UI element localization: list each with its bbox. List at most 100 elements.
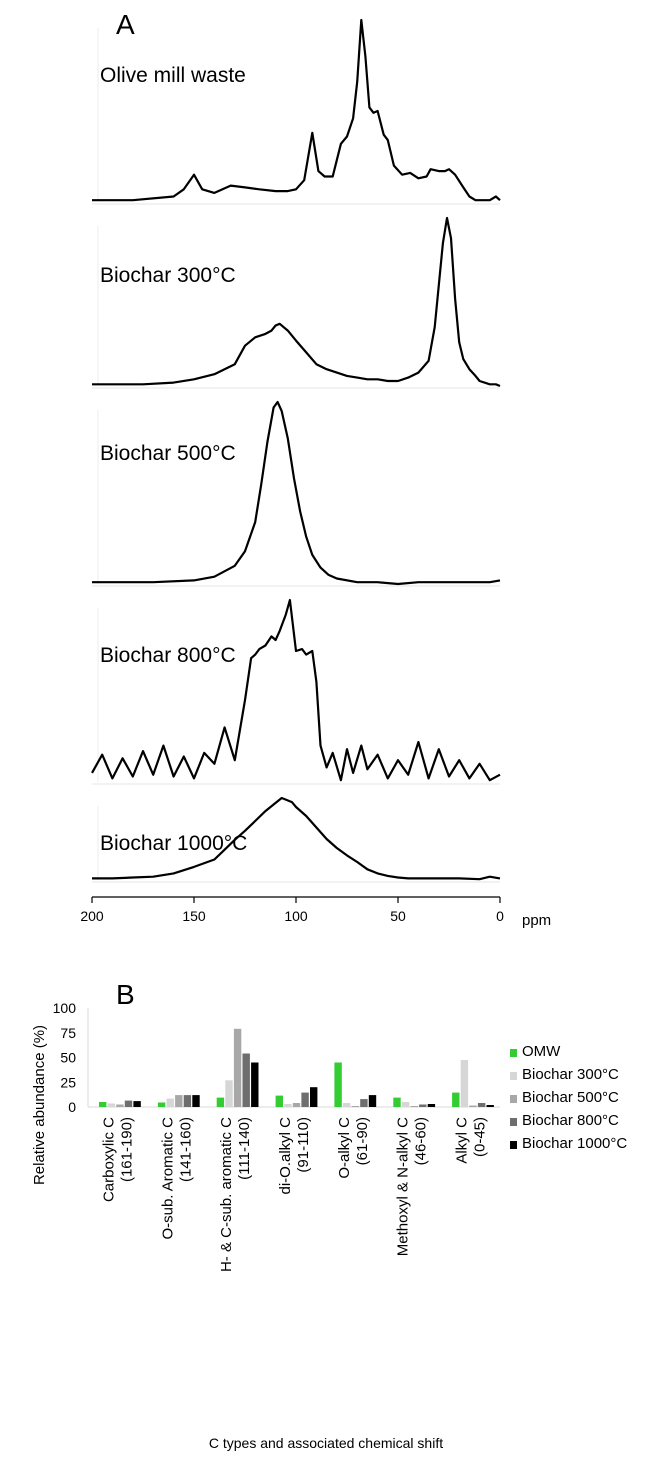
bar-biochar-500-c-carboxylic-c	[116, 1104, 124, 1107]
bar-biochar-800-c-alkyl-c	[477, 1103, 486, 1107]
bar-chart-axes: 0 25 50 75 100	[53, 1000, 500, 1115]
legend-item-omw: OMW	[510, 1043, 561, 1060]
legend-item-biochar-1000-c: Biochar 1000°C	[510, 1135, 627, 1152]
bar-biochar-500-c-alkyl-c	[469, 1105, 477, 1107]
panel-b-letter: B	[116, 979, 135, 1010]
spectrum-label-biochar-300-c: Biochar 300°C	[100, 264, 236, 287]
legend-swatch	[510, 1118, 517, 1126]
spectrum-biochar-300-c: Biochar 300°C	[92, 216, 501, 389]
y-tick-label-25: 25	[60, 1074, 76, 1090]
bar-omw-o-sub-aromatic-c	[157, 1102, 166, 1107]
bar-biochar-300-c-h-c-sub-aromatic-c	[225, 1080, 233, 1107]
category-labels: Carboxylic C (161-190) O-sub. Aromatic C (1…	[100, 1117, 488, 1272]
spectrum-biochar-800-c: Biochar 800°C	[91, 598, 501, 785]
y-tick-label-75: 75	[60, 1025, 76, 1041]
bar-biochar-800-c-o-sub-aromatic-c	[183, 1095, 192, 1107]
bar-biochar-300-c-alkyl-c	[460, 1060, 469, 1107]
category-label-o-sub-aromatic-c: O-sub. Aromatic C (141-160)	[159, 1117, 194, 1240]
ppm-tick-label-50: 50	[390, 908, 406, 924]
legend-swatch	[510, 1049, 517, 1057]
bar-biochar-1000-c-h-c-sub-aromatic-c	[251, 1062, 259, 1107]
category-name: Methoxyl & N-alkyl C	[395, 1117, 412, 1256]
y-axis-title: Relative abundance (%)	[31, 1025, 48, 1185]
bar-biochar-500-c-h-c-sub-aromatic-c	[233, 1028, 242, 1107]
spectrum-trace-biochar-300-c	[92, 216, 501, 388]
bar-biochar-1000-c-o-sub-aromatic-c	[192, 1095, 200, 1107]
bar-biochar-300-c-o-alkyl-c	[343, 1103, 351, 1107]
bar-biochar-800-c-methoxyl-n-alkyl-c	[419, 1104, 427, 1107]
bar-omw-h-c-sub-aromatic-c	[216, 1097, 225, 1107]
legend-item-biochar-300-c: Biochar 300°C	[510, 1066, 619, 1083]
y-tick-label-50: 50	[60, 1050, 76, 1066]
ppm-axis-unit: ppm	[522, 912, 551, 929]
bar-biochar-300-c-o-sub-aromatic-c	[166, 1098, 174, 1107]
ppm-tick-label-0: 0	[496, 908, 504, 924]
ppm-axis: 200 150 100 50 0	[80, 896, 504, 924]
legend-label: Biochar 800°C	[522, 1112, 619, 1129]
category-name: di-O.alkyl C	[277, 1117, 294, 1195]
spectrum-label-biochar-500-c: Biochar 500°C	[100, 442, 236, 465]
category-range: (111-140)	[236, 1117, 253, 1180]
ppm-tick-label-150: 150	[182, 908, 206, 924]
category-range: (0-45)	[472, 1117, 489, 1157]
spectrum-label-olive-mill-waste: Olive mill waste	[100, 64, 246, 87]
category-label-o-alkyl-c: O-alkyl C (61-90)	[336, 1117, 371, 1179]
category-label-di-o-alkyl-c: di-O.alkyl C (91-110)	[277, 1117, 312, 1195]
bar-omw-methoxyl-n-alkyl-c	[393, 1097, 401, 1107]
bar-biochar-800-c-o-alkyl-c	[360, 1099, 368, 1107]
spectrum-trace-biochar-1000-c	[92, 796, 501, 881]
panel-b-bar-chart: B 0 25 50 75 100 OMW Biochar 300°C Biochar 500…	[31, 979, 627, 1451]
bar-biochar-300-c-di-o-alkyl-c	[284, 1104, 292, 1107]
category-range: (46-60)	[413, 1117, 430, 1165]
bar-omw-carboxylic-c	[99, 1102, 107, 1107]
bar-omw-o-alkyl-c	[334, 1062, 342, 1107]
bar-biochar-800-c-di-o-alkyl-c	[301, 1092, 309, 1107]
category-name: O-alkyl C	[336, 1117, 353, 1179]
legend-swatch	[510, 1095, 517, 1103]
bar-biochar-1000-c-methoxyl-n-alkyl-c	[427, 1104, 436, 1107]
legend-item-biochar-500-c: Biochar 500°C	[510, 1089, 619, 1106]
bar-omw-alkyl-c	[452, 1092, 460, 1107]
bar-biochar-1000-c-di-o-alkyl-c	[310, 1087, 318, 1107]
spectrum-biochar-1000-c: Biochar 1000°C	[92, 796, 501, 883]
category-label-carboxylic-c: Carboxylic C (161-190)	[100, 1117, 135, 1202]
y-tick-label-100: 100	[53, 1000, 77, 1016]
category-range: (141-160)	[177, 1117, 194, 1182]
legend-swatch	[510, 1141, 517, 1149]
bar-biochar-800-c-carboxylic-c	[124, 1100, 133, 1107]
bar-biochar-500-c-o-sub-aromatic-c	[175, 1095, 183, 1107]
category-label-methoxyl-n-alkyl-c: Methoxyl & N-alkyl C (46-60)	[395, 1117, 430, 1256]
spectra-group: Olive mill waste Biochar 300°C Biochar 500…	[91, 18, 501, 883]
spectrum-trace-biochar-500-c	[92, 400, 501, 586]
bar-biochar-800-c-h-c-sub-aromatic-c	[242, 1053, 250, 1107]
x-axis-title: C types and associated chemical shift	[209, 1435, 443, 1451]
category-label-h-c-sub-aromatic-c: H- & C-sub. aromatic C (111-140)	[218, 1117, 253, 1272]
spectrum-trace-olive-mill-waste	[92, 18, 501, 202]
legend-item-biochar-800-c: Biochar 800°C	[510, 1112, 619, 1129]
bar-biochar-500-c-o-alkyl-c	[351, 1106, 359, 1107]
spectrum-biochar-500-c: Biochar 500°C	[92, 400, 501, 587]
bar-omw-di-o-alkyl-c	[275, 1095, 283, 1107]
legend-label: Biochar 500°C	[522, 1089, 619, 1106]
bar-biochar-500-c-di-o-alkyl-c	[292, 1103, 301, 1107]
legend-label: OMW	[522, 1043, 561, 1060]
panel-a-letter: A	[116, 9, 135, 40]
ppm-tick-label-200: 200	[80, 908, 104, 924]
category-name: H- & C-sub. aromatic C	[218, 1117, 235, 1272]
category-name: Alkyl C	[454, 1117, 471, 1164]
panel-a-nmr-spectra: A Olive mill waste Biochar 300°C Biochar 5…	[80, 9, 551, 929]
legend-swatch	[510, 1072, 517, 1080]
bar-chart-legend: OMW Biochar 300°C Biochar 500°C Biochar 800…	[510, 1043, 627, 1152]
category-name: Carboxylic C	[100, 1117, 117, 1202]
category-range: (61-90)	[354, 1117, 371, 1165]
bar-biochar-300-c-methoxyl-n-alkyl-c	[401, 1102, 410, 1107]
bar-biochar-1000-c-carboxylic-c	[133, 1101, 141, 1107]
legend-label: Biochar 1000°C	[522, 1135, 627, 1152]
y-tick-label-0: 0	[68, 1099, 76, 1115]
category-range: (161-190)	[118, 1117, 135, 1182]
bar-chart-bars	[99, 1028, 494, 1107]
bar-biochar-300-c-carboxylic-c	[107, 1103, 115, 1107]
spectrum-label-biochar-800-c: Biochar 800°C	[100, 644, 236, 667]
spectrum-label-biochar-1000-c: Biochar 1000°C	[100, 832, 247, 855]
